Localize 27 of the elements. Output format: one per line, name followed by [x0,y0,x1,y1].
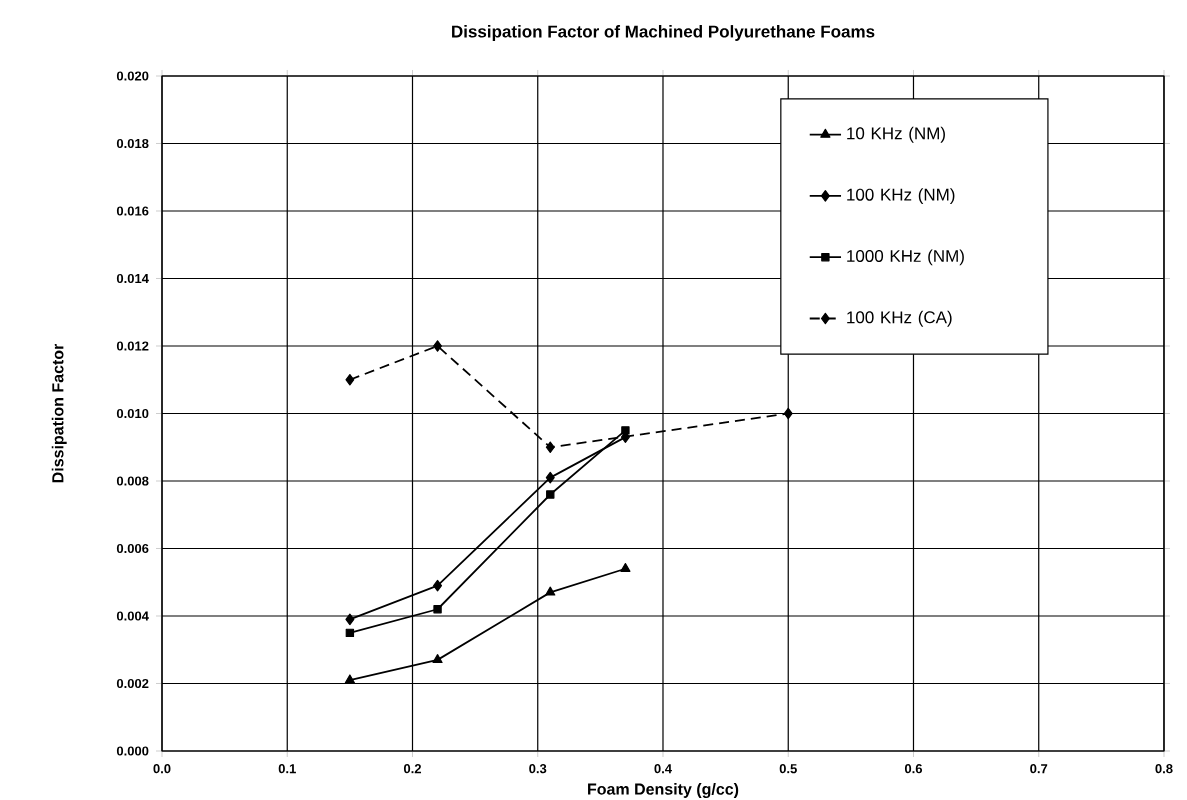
x-tick-label: 0.8 [1155,764,1173,774]
y-tick-label: 0.006 [116,543,149,554]
y-tick-label: 0.010 [116,408,149,419]
y-tick-label: 0.000 [116,746,149,756]
y-tick-label: 0.012 [116,341,149,351]
x-tick-label: 0.0 [153,764,171,774]
x-tick-label: 0.1 [278,764,296,774]
x-tick-label: 0.2 [403,764,422,774]
legend-label: 100 KHz (CA) [847,310,952,327]
x-tick-label: 0.6 [904,764,923,774]
legend-label: 10 KHz (NM) [847,126,945,143]
y-tick-label: 0.008 [116,476,149,486]
chart-title: Dissipation Factor of Machined Polyurethane Foams [452,25,875,41]
legend-label: 100 KHz (NM) [847,188,955,205]
x-tick-label: 0.3 [529,764,547,774]
y-tick-label: 0.020 [116,71,149,81]
y-tick-label: 0.004 [116,611,149,621]
x-axis-title: Foam Density (g/cc) [588,783,739,798]
y-tick-label: 0.002 [116,678,149,689]
y-tick-label: 0.018 [116,138,149,149]
y-axis-title: Dissipation Factor [51,343,67,483]
x-tick-label: 0.7 [1030,764,1048,774]
legend-label: 1000 KHz (NM) [847,249,964,266]
y-tick-label: 0.014 [116,273,149,284]
y-tick-label: 0.016 [116,206,149,216]
x-tick-label: 0.5 [779,764,797,774]
x-tick-label: 0.4 [654,764,672,774]
